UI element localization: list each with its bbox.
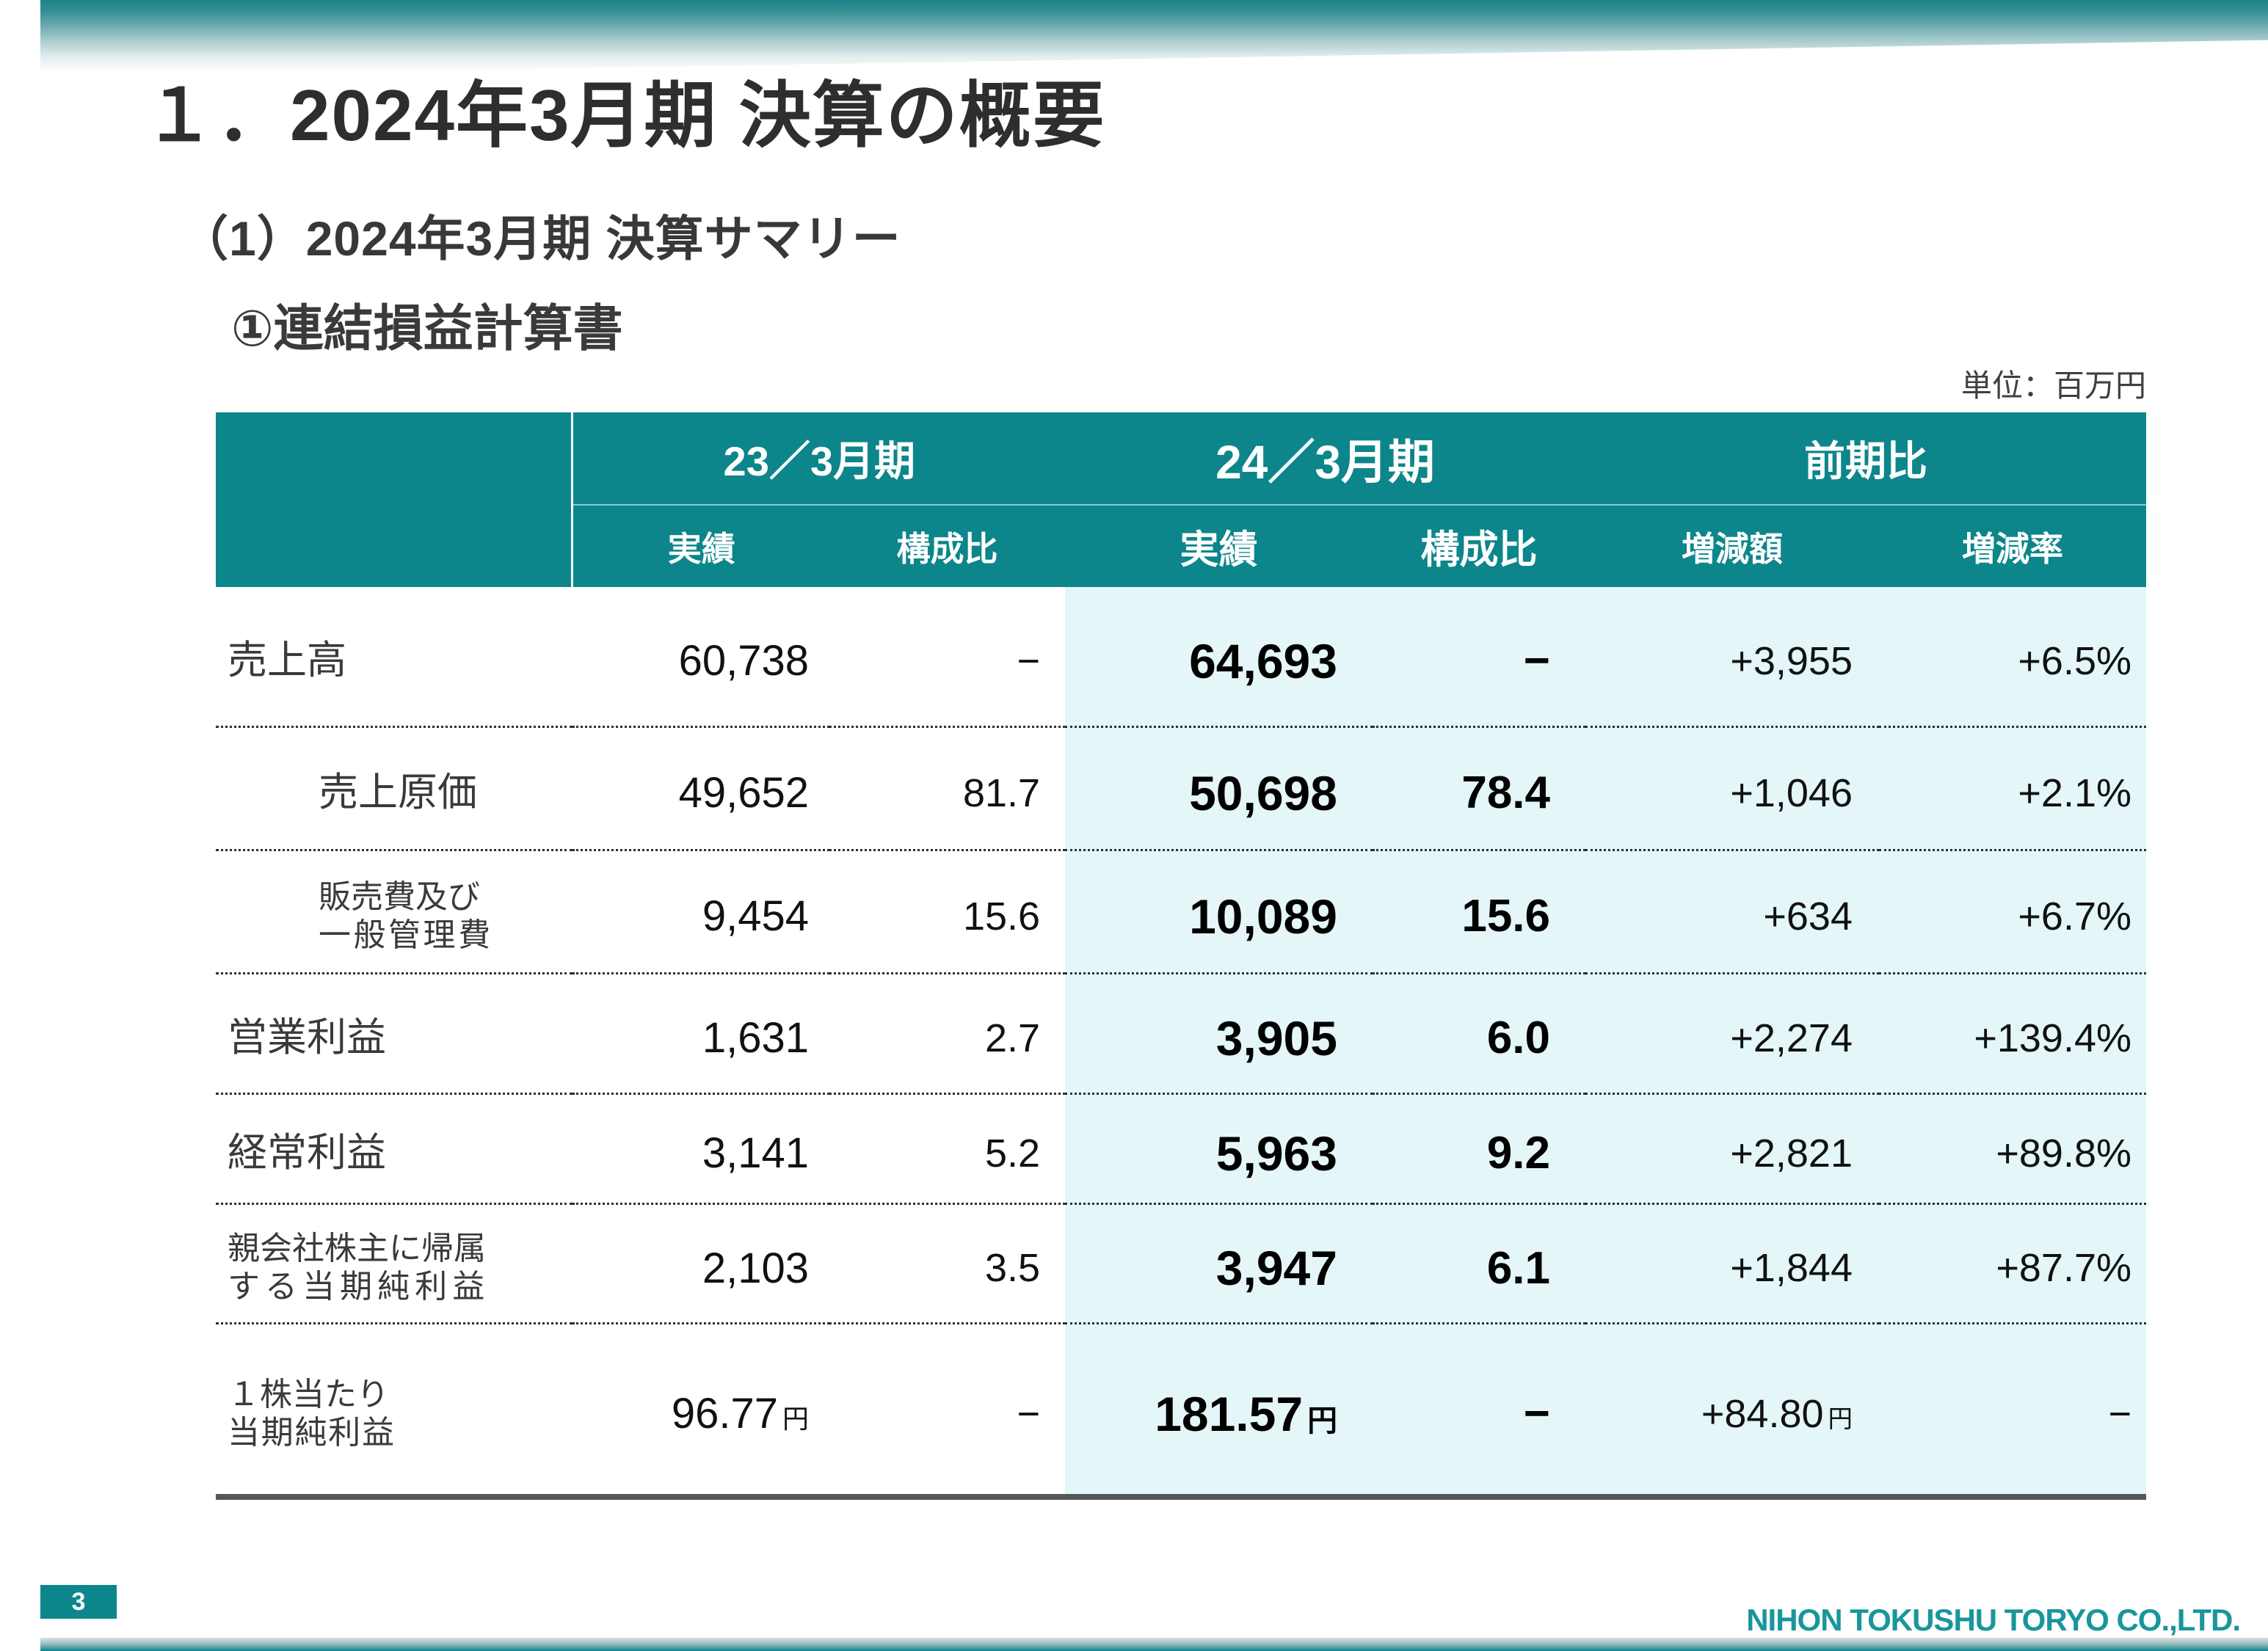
subheader-fy24-actual: 実績	[1065, 504, 1373, 587]
yoy-amount-cell: +1,844	[1585, 1203, 1879, 1324]
table-row: １株当たり 当期純利益 96.77 円 −181.57 円 − +84.80 円 −	[216, 1323, 2146, 1500]
fy23-ratio-cell: 81.7	[829, 726, 1066, 851]
fy23-actual-cell: 2,103	[572, 1203, 829, 1324]
page-subtitle: （1）2024年3月期 決算サマリー	[180, 211, 901, 266]
fy23-ratio-cell: 2.7	[829, 973, 1066, 1095]
col-group-yoy: 前期比	[1585, 412, 2146, 505]
fy24-ratio-cell: 15.6	[1372, 850, 1586, 974]
col-group-fy24: 24／3月期	[1065, 412, 1586, 505]
company-name: NIHON TOKUSHU TORYO CO.,LTD.	[1746, 1603, 2241, 1637]
corner-cell	[216, 412, 574, 587]
fy24-actual-cell: 3,905	[1065, 973, 1373, 1095]
yoy-amount-cell: +84.80 円	[1585, 1323, 1879, 1500]
yoy-amount-cell: +2,274	[1585, 973, 1879, 1095]
yoy-rate-cell: −	[1878, 1323, 2146, 1500]
fy23-ratio-cell: 15.6	[829, 850, 1066, 974]
unit-note: 単位：百万円	[1960, 368, 2146, 403]
subheader-fy23-ratio: 構成比	[829, 504, 1066, 587]
fy23-actual-cell: 1,631	[572, 973, 829, 1095]
fy23-actual-cell: 3,141	[572, 1093, 829, 1205]
row-label: 親会社株主に帰属 する当期純利益	[216, 1203, 573, 1324]
yoy-rate-cell: +139.4%	[1878, 973, 2146, 1095]
fy23-ratio-cell: −	[829, 1323, 1066, 1500]
bottom-accent-bar	[40, 1638, 2268, 1651]
fy23-actual-cell: 60,738	[572, 587, 829, 728]
table-row: 売上高 60,738−64,693− +3,955 +6.5%	[216, 587, 2146, 728]
subheader-yoy-rate: 増減率	[1878, 504, 2146, 587]
col-group-fy23: 23／3月期	[572, 412, 1066, 505]
fy24-actual-cell: 50,698	[1065, 726, 1373, 851]
fy24-ratio-cell: −	[1372, 1323, 1586, 1500]
fy24-actual-cell: 3,947	[1065, 1203, 1373, 1324]
page-number-badge: 3	[40, 1585, 117, 1619]
table-row: 営業利益 1,631 2.7 3,905 6.0 +2,274 +139.4%	[216, 973, 2146, 1095]
row-label: 経常利益	[216, 1093, 573, 1205]
fy24-actual-cell: 10,089	[1065, 850, 1373, 974]
fy23-actual-cell: 49,652	[572, 726, 829, 851]
income-statement-table: 23／3月期 24／3月期 前期比 実績 構成比 実績 構成比 増減額 増減率 …	[216, 412, 2146, 1500]
row-label: 売上高	[216, 587, 573, 728]
fy24-ratio-cell: 9.2	[1372, 1093, 1586, 1205]
subheader-fy23-actual: 実績	[572, 504, 829, 587]
table-row: 売上原価 49,652 81.7 50,698 78.4 +1,046 +2.1%	[216, 726, 2146, 851]
row-label: １株当たり 当期純利益	[216, 1323, 573, 1500]
yoy-rate-cell: +6.7%	[1878, 850, 2146, 974]
subheader-fy24-ratio: 構成比	[1372, 504, 1586, 587]
fy24-actual-cell: 181.57 円	[1065, 1323, 1373, 1500]
yoy-rate-cell: +87.7%	[1878, 1203, 2146, 1324]
fy24-actual-cell: 64,693	[1065, 587, 1373, 728]
table-body: 売上高 60,738−64,693− +3,955 +6.5% 売上原価 49,652 81…	[216, 587, 2146, 1500]
yoy-rate-cell: +89.8%	[1878, 1093, 2146, 1205]
fy24-ratio-cell: 78.4	[1372, 726, 1586, 851]
table-row: 親会社株主に帰属 する当期純利益 2,103 3.5 3,947 6.1 +1,844 +87…	[216, 1203, 2146, 1324]
fy23-actual-cell: 96.77 円	[572, 1323, 829, 1500]
fy24-ratio-cell: 6.0	[1372, 973, 1586, 1095]
fy24-ratio-cell: −	[1372, 587, 1586, 728]
page-number: 3	[71, 1587, 86, 1616]
table-header: 23／3月期 24／3月期 前期比 実績 構成比 実績 構成比 増減額 増減率	[216, 412, 2146, 587]
row-label: 販売費及び 一般管理費	[216, 850, 573, 974]
yoy-amount-cell: +634	[1585, 850, 1879, 974]
yoy-rate-cell: +2.1%	[1878, 726, 2146, 851]
fy23-actual-cell: 9,454	[572, 850, 829, 974]
yoy-amount-cell: +2,821	[1585, 1093, 1879, 1205]
yoy-amount-cell: +3,955	[1585, 587, 1879, 728]
yoy-amount-cell: +1,046	[1585, 726, 1879, 851]
fy23-ratio-cell: 3.5	[829, 1203, 1066, 1324]
yoy-rate-cell: +6.5%	[1878, 587, 2146, 728]
fy23-ratio-cell: −	[829, 587, 1066, 728]
subheader-yoy-amount: 増減額	[1585, 504, 1879, 587]
table-row: 販売費及び 一般管理費 9,454 15.6 10,089 15.6 +634 +6.7%	[216, 850, 2146, 974]
fy23-ratio-cell: 5.2	[829, 1093, 1066, 1205]
fy24-actual-cell: 5,963	[1065, 1093, 1373, 1205]
row-label: 売上原価	[216, 726, 573, 851]
section-heading: ①連結損益計算書	[231, 301, 623, 357]
page-title: １．2024年3月期 決算の概要	[143, 75, 1106, 156]
table-row: 経常利益 3,141 5.2 5,963 9.2 +2,821 +89.8%	[216, 1093, 2146, 1205]
fy24-ratio-cell: 6.1	[1372, 1203, 1586, 1324]
row-label: 営業利益	[216, 973, 573, 1095]
